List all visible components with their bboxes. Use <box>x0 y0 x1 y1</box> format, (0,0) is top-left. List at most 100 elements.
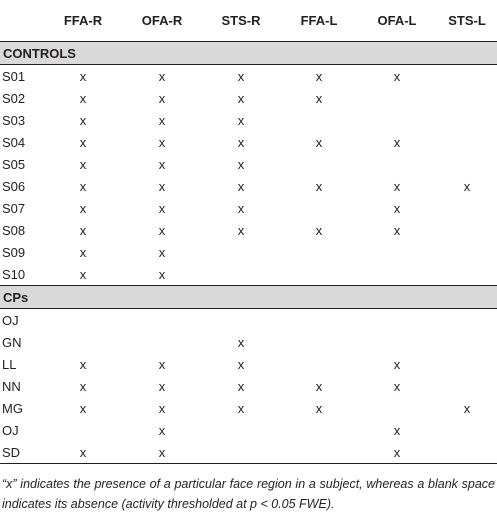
column-header-ofa-r: OFA-R <box>123 0 201 42</box>
region-cell <box>437 263 497 286</box>
region-cell <box>123 309 201 332</box>
region-cell <box>281 309 357 332</box>
region-cell: x <box>237 134 245 150</box>
table-row: S01 x x x x x <box>0 65 497 88</box>
table-row: LL x x x x <box>0 353 497 375</box>
region-cell <box>281 109 357 131</box>
region-cell: x <box>158 422 166 438</box>
region-cell: x <box>237 222 245 238</box>
region-cell: x <box>315 68 323 84</box>
region-cell <box>43 331 123 353</box>
subject-cell: S01 <box>2 68 26 84</box>
subject-cell: S06 <box>2 178 26 194</box>
region-cell <box>437 375 497 397</box>
subject-cell: MG <box>2 400 23 416</box>
column-header-ofa-l: OFA-L <box>357 0 437 42</box>
table-row: S09 x x <box>0 241 497 263</box>
subject-cell: S10 <box>2 266 26 282</box>
region-cell: x <box>237 200 245 216</box>
region-cell: x <box>158 112 166 128</box>
table-row: SD x x x <box>0 441 497 464</box>
group-label: CPs <box>0 285 497 309</box>
region-cell: x <box>237 378 245 394</box>
region-cell: x <box>237 334 245 350</box>
subject-cell: S02 <box>2 90 26 106</box>
region-cell: x <box>237 400 245 416</box>
region-cell <box>437 153 497 175</box>
subject-cell: S08 <box>2 222 26 238</box>
table-body: CONTROLS S01 x x x x x S02 x x x x S03 x x x S04 x x x x x S05… <box>0 41 497 464</box>
region-cell: x <box>79 356 87 372</box>
subject-cell: NN <box>2 378 21 394</box>
table-footnote: “x” indicates the presence of a particul… <box>2 477 495 511</box>
region-cell: x <box>237 356 245 372</box>
column-header-ffa-r: FFA-R <box>43 0 123 42</box>
table-row: S10 x x <box>0 263 497 286</box>
region-cell: x <box>79 134 87 150</box>
subject-cell: S03 <box>2 112 26 128</box>
region-cell: x <box>237 90 245 106</box>
group-header-row: CPs <box>0 285 497 309</box>
group-label: CONTROLS <box>0 41 497 65</box>
region-cell: x <box>315 400 323 416</box>
subject-cell: S07 <box>2 200 26 216</box>
region-cell <box>281 353 357 375</box>
column-header-sts-l: STS-L <box>437 0 497 42</box>
region-cell: x <box>79 90 87 106</box>
region-cell <box>201 441 281 464</box>
region-cell <box>201 419 281 441</box>
subject-cell: LL <box>2 356 17 372</box>
region-cell <box>437 87 497 109</box>
region-cell: x <box>393 200 401 216</box>
region-cell: x <box>158 222 166 238</box>
region-cell: x <box>158 200 166 216</box>
region-cell: x <box>79 112 87 128</box>
region-cell: x <box>79 266 87 282</box>
region-cell <box>357 263 437 286</box>
region-cell <box>281 197 357 219</box>
region-cell: x <box>158 68 166 84</box>
region-cell <box>437 353 497 375</box>
table-row: GN x <box>0 331 497 353</box>
subject-cell: S04 <box>2 134 26 150</box>
region-cell: x <box>393 68 401 84</box>
region-cell: x <box>315 134 323 150</box>
region-cell <box>201 309 281 332</box>
region-cell: x <box>158 400 166 416</box>
region-cell <box>43 309 123 332</box>
region-cell: x <box>79 222 87 238</box>
region-cell: x <box>79 378 87 394</box>
region-cell <box>201 241 281 263</box>
region-cell <box>357 309 437 332</box>
subject-cell: GN <box>2 334 22 350</box>
region-cell: x <box>79 156 87 172</box>
region-cell <box>43 419 123 441</box>
region-cell: x <box>158 244 166 260</box>
subject-cell: OJ <box>2 422 19 438</box>
table-row: OJ x x <box>0 419 497 441</box>
region-cell <box>437 219 497 241</box>
region-cell: x <box>158 134 166 150</box>
region-cell: x <box>393 378 401 394</box>
subject-cell: S05 <box>2 156 26 172</box>
region-cell <box>437 197 497 219</box>
region-cell: x <box>158 90 166 106</box>
region-cell <box>437 419 497 441</box>
region-cell: x <box>237 178 245 194</box>
region-cell: x <box>393 134 401 150</box>
region-cell: x <box>237 112 245 128</box>
region-cell: x <box>158 266 166 282</box>
region-cell: x <box>393 222 401 238</box>
column-header-sts-r: STS-R <box>201 0 281 42</box>
region-cell: x <box>393 422 401 438</box>
table-row: MG x x x x x <box>0 397 497 419</box>
subject-cell: OJ <box>2 312 19 328</box>
region-cell: x <box>315 178 323 194</box>
region-cell: x <box>158 356 166 372</box>
table-header: FFA-R OFA-R STS-R FFA-L OFA-L STS-L <box>0 0 497 42</box>
region-cell <box>357 153 437 175</box>
region-cell <box>357 331 437 353</box>
region-cell <box>281 419 357 441</box>
region-cell <box>437 109 497 131</box>
region-cell: x <box>237 68 245 84</box>
